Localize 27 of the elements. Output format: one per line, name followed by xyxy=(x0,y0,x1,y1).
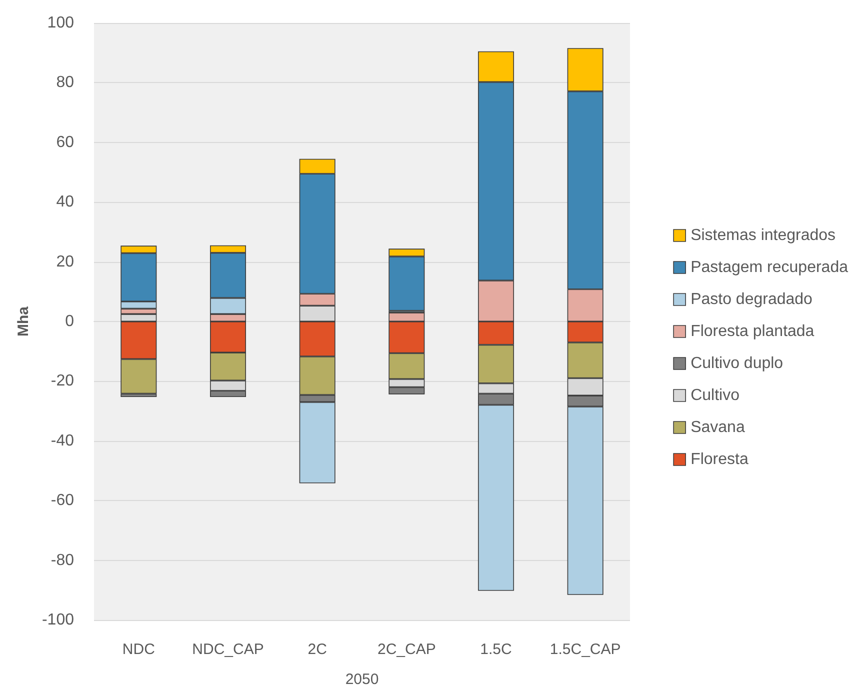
y-tick-label: 0 xyxy=(65,313,74,330)
y-tick-label: 40 xyxy=(56,194,74,211)
x-axis-title: 2050 xyxy=(345,671,379,688)
x-tick-label: 2C xyxy=(308,641,328,658)
y-tick-label: 100 xyxy=(47,14,74,32)
y-tick-label: 20 xyxy=(56,253,74,270)
y-tick-label: -20 xyxy=(50,372,74,390)
x-tick-label: NDC xyxy=(122,641,156,658)
y-tick-label: -80 xyxy=(50,552,74,569)
legend-label: Floresta plantada xyxy=(690,323,814,340)
y-tick-label: -40 xyxy=(50,432,74,450)
legend-label: Pastagem recuperada xyxy=(690,259,848,276)
legend-label: Cultivo duplo xyxy=(690,355,784,372)
y-axis-title: Mha xyxy=(15,306,32,336)
legend-label: Pasto degradado xyxy=(690,291,813,308)
y-tick-label: 80 xyxy=(56,74,74,92)
y-tick-label: -60 xyxy=(50,492,74,510)
y-tick-label: -100 xyxy=(42,612,74,628)
y-tick-label: 60 xyxy=(56,134,74,151)
x-tick-label: 2C_CAP xyxy=(377,641,436,658)
legend-label: Sistemas integrados xyxy=(690,227,836,244)
x-tick-label: 1.5C_CAP xyxy=(550,641,621,658)
x-tick-label: 1.5C xyxy=(480,641,512,658)
legend-label: Savana xyxy=(690,419,745,436)
legend-label: Floresta xyxy=(690,451,748,468)
legend-label: Cultivo xyxy=(690,387,740,404)
x-tick-label: NDC_CAP xyxy=(192,641,264,658)
